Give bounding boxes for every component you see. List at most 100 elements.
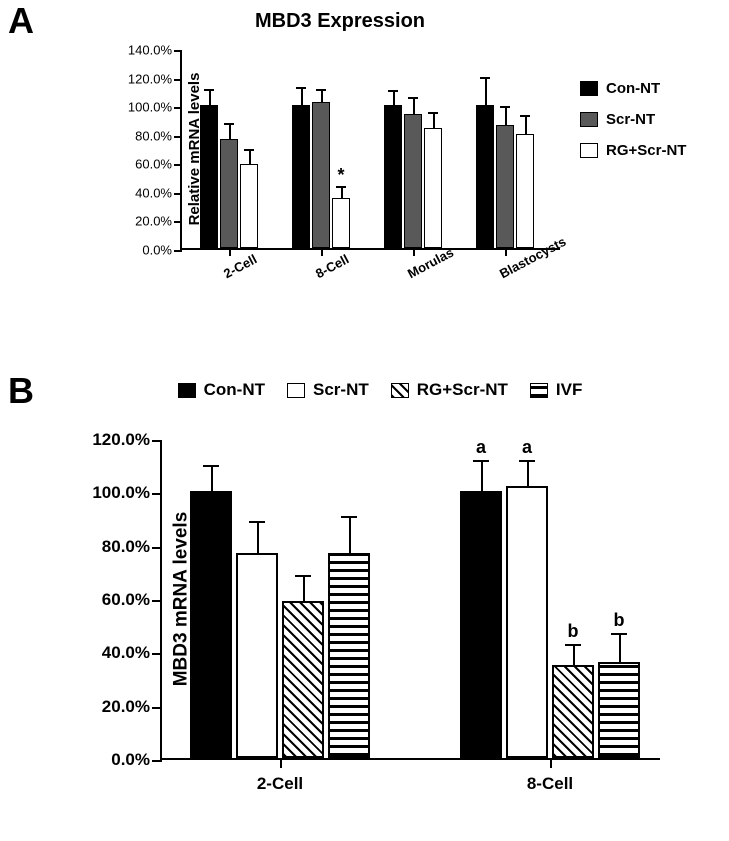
error-bar (433, 114, 435, 128)
bar (506, 486, 548, 758)
ytick-label: 20.0% (102, 697, 150, 717)
error-cap (519, 460, 535, 462)
ytick (152, 600, 162, 602)
legend-text: Scr-NT (313, 380, 369, 400)
legend-swatch-icon (580, 143, 598, 158)
significance-marker: a (476, 437, 486, 458)
error-cap (408, 97, 418, 99)
legend-item: RG+Scr-NT (580, 142, 686, 159)
error-cap (244, 149, 254, 151)
error-cap (336, 186, 346, 188)
bar (282, 601, 324, 758)
ytick-label: 0.0% (111, 750, 150, 770)
xtick (321, 248, 323, 256)
legend-text: Scr-NT (606, 111, 655, 128)
bar (240, 164, 258, 248)
ytick-label: 40.0% (135, 185, 172, 200)
ytick-label: 80.0% (102, 537, 150, 557)
ytick (152, 547, 162, 549)
bar (236, 553, 278, 758)
significance-marker: b (614, 610, 625, 631)
bar (404, 114, 422, 248)
legend-swatch-icon (580, 112, 598, 127)
ytick-label: 60.0% (102, 590, 150, 610)
legend-a: Con-NT Scr-NT RG+Scr-NT (580, 80, 686, 173)
error-cap (520, 115, 530, 117)
error-bar (525, 117, 527, 134)
bar (328, 553, 370, 758)
legend-text: Con-NT (606, 80, 660, 97)
ytick-label: 140.0% (128, 43, 172, 58)
significance-marker: a (522, 437, 532, 458)
xtick (505, 248, 507, 256)
xtick-label: 2-Cell (221, 251, 259, 281)
ytick-label: 60.0% (135, 157, 172, 172)
bar (384, 105, 402, 248)
error-cap (295, 575, 311, 577)
ytick (152, 440, 162, 442)
ytick (174, 107, 182, 109)
error-bar (341, 188, 343, 198)
bar (190, 491, 232, 758)
ytick (174, 221, 182, 223)
legend-text: RG+Scr-NT (606, 142, 686, 159)
error-bar (301, 89, 303, 105)
ytick-label: 20.0% (135, 214, 172, 229)
error-bar (573, 646, 575, 665)
error-cap (611, 633, 627, 635)
error-bar (211, 467, 213, 491)
legend-swatch-icon (178, 383, 196, 398)
legend-b: Con-NT Scr-NT RG+Scr-NT IVF (80, 380, 680, 400)
xtick-label: 2-Cell (257, 774, 303, 794)
error-bar (481, 462, 483, 491)
error-cap (249, 521, 265, 523)
legend-item: Con-NT (580, 80, 686, 97)
legend-swatch-icon (580, 81, 598, 96)
error-cap (224, 123, 234, 125)
error-cap (203, 465, 219, 467)
legend-item: RG+Scr-NT (391, 380, 508, 400)
panel-a: A MBD3 Expression Relative mRNA levels 0… (0, 0, 729, 370)
ytick-label: 100.0% (92, 483, 150, 503)
legend-item: IVF (530, 380, 582, 400)
error-bar (413, 99, 415, 113)
bar (496, 125, 514, 248)
ytick-label: 100.0% (128, 100, 172, 115)
legend-swatch-icon (391, 383, 409, 398)
ylabel-b: MBD3 mRNA levels (170, 512, 192, 687)
figure-container: A MBD3 Expression Relative mRNA levels 0… (0, 0, 729, 841)
bar (516, 134, 534, 248)
ytick (174, 164, 182, 166)
ytick (152, 493, 162, 495)
ytick-label: 0.0% (142, 243, 172, 258)
error-cap (316, 89, 326, 91)
panel-a-label: A (8, 0, 34, 42)
legend-text: Con-NT (204, 380, 265, 400)
ytick-label: 40.0% (102, 643, 150, 663)
plot-area-a: Relative mRNA levels 0.0%20.0%40.0%60.0%… (180, 50, 560, 250)
error-bar (209, 91, 211, 105)
error-cap (480, 77, 490, 79)
xtick-label: 8-Cell (527, 774, 573, 794)
ytick (152, 760, 162, 762)
xtick (229, 248, 231, 256)
xtick (550, 758, 552, 768)
error-cap (204, 89, 214, 91)
error-cap (296, 87, 306, 89)
error-bar (619, 635, 621, 662)
ytick (174, 193, 182, 195)
error-cap (388, 90, 398, 92)
legend-swatch-icon (530, 383, 548, 398)
ytick (174, 136, 182, 138)
panel-b: B Con-NT Scr-NT RG+Scr-NT IVF (0, 370, 729, 841)
bar (312, 102, 330, 248)
significance-marker: * (337, 165, 344, 186)
ytick (174, 250, 182, 252)
xtick (413, 248, 415, 256)
error-bar (321, 91, 323, 102)
bar (552, 665, 594, 758)
chart-b: Con-NT Scr-NT RG+Scr-NT IVF MBD3 mRNA le… (80, 370, 680, 830)
error-cap (565, 644, 581, 646)
error-bar (249, 151, 251, 164)
legend-item: Scr-NT (580, 111, 686, 128)
